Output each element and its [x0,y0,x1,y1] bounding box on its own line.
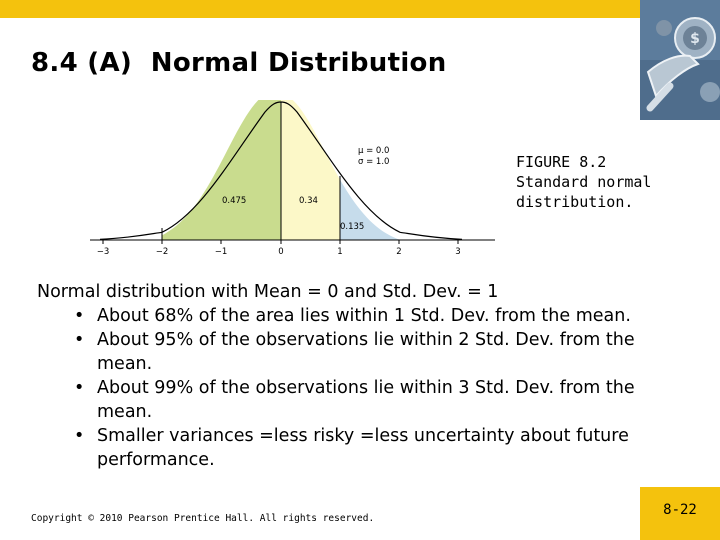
x-tick-label: 1 [337,247,342,257]
bullet-item: About 95% of the observations lie within… [74,328,677,376]
region-center-cream [281,92,340,240]
region-right-blue [340,179,400,240]
slide-title: 8.4 (A) Normal Distribution [31,48,447,78]
x-tick-label: −1 [215,247,228,257]
area-label-right: 0.135 [340,222,364,232]
bullet-list: About 68% of the area lies within 1 Std.… [37,304,677,472]
figure-caption: FIGURE 8.2 Standard normal distribution. [516,152,651,212]
body-intro: Normal distribution with Mean = 0 and St… [37,282,499,302]
page-number-badge: 8-22 [640,487,720,540]
caption-line: distribution. [516,193,634,211]
area-label-left: 0.475 [222,196,246,206]
caption-figure-number: FIGURE 8.2 [516,153,607,171]
wrench-coins-image: $ [640,0,720,120]
caption-line: Standard normal [516,173,652,191]
x-tick-label: −2 [156,247,169,257]
x-tick-label: 3 [455,247,460,257]
mu-label: μ = 0.0 [358,146,389,156]
x-tick-label: −3 [97,247,110,257]
bullet-item: About 99% of the observations lie within… [74,376,677,424]
x-tick-label: 2 [396,247,401,257]
body-text: Normal distribution with Mean = 0 and St… [37,280,677,472]
sigma-label: σ = 1.0 [358,157,389,167]
svg-text:$: $ [690,31,700,47]
x-tick-label: 0 [278,247,283,257]
copyright-text: Copyright © 2010 Pearson Prentice Hall. … [31,513,375,524]
normal-distribution-figure: −3 −2 −1 0 1 2 3 0.475 0.34 0.135 μ = 0.… [90,91,500,260]
bullet-item: About 68% of the area lies within 1 Std.… [74,304,677,328]
top-accent-bar [0,0,640,18]
page-number: 8-22 [663,502,697,518]
region-left-green [162,91,281,240]
bullet-item: Smaller variances =less risky =less unce… [74,424,677,472]
area-label-center: 0.34 [299,196,318,206]
